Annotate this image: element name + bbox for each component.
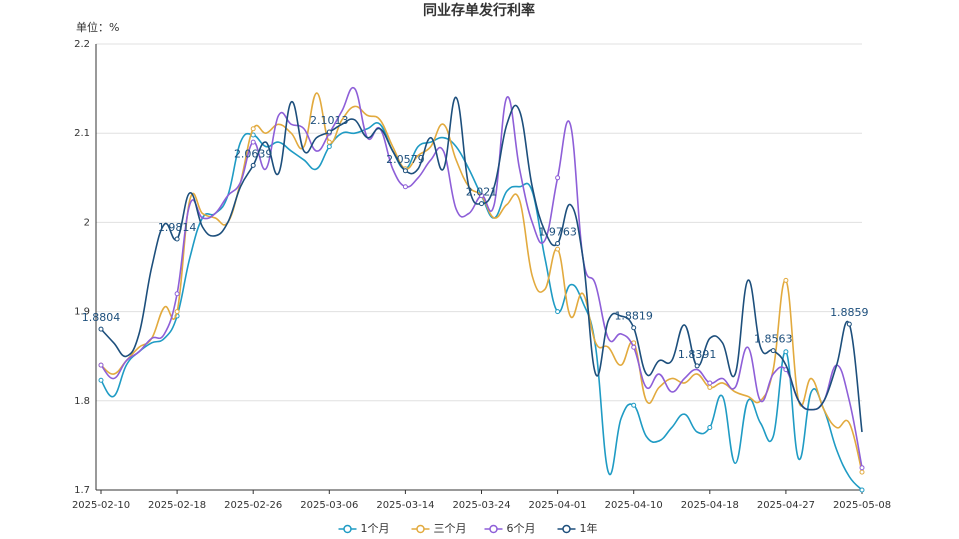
y-tick-label: 1.7 — [74, 485, 90, 496]
point — [631, 402, 637, 408]
point — [326, 139, 332, 145]
x-tick-label: 2025-02-26 — [224, 500, 282, 511]
point — [479, 201, 484, 207]
point — [174, 236, 180, 242]
point — [631, 344, 637, 350]
point — [250, 139, 256, 145]
x-tick-label: 2025-03-06 — [300, 500, 358, 511]
point — [859, 487, 865, 493]
point — [770, 348, 776, 354]
x-tick-label: 2025-03-24 — [452, 500, 510, 511]
x-tick-label: 2025-05-08 — [833, 500, 891, 511]
chart-title: 同业存单发行利率 — [423, 2, 535, 19]
point — [326, 144, 332, 150]
data-label: 1.8859 — [830, 306, 869, 319]
legend-marker — [489, 524, 498, 534]
legend-marker — [562, 524, 571, 534]
point — [402, 184, 408, 190]
x-tick-label: 2025-02-10 — [72, 500, 130, 511]
data-label: 2.1013 — [310, 114, 349, 127]
data-label: 2.0579 — [386, 153, 425, 166]
point — [631, 325, 637, 331]
legend-item: 1个月 — [338, 522, 390, 535]
point — [402, 168, 408, 174]
point — [707, 384, 713, 390]
point — [555, 175, 561, 181]
point — [479, 193, 484, 199]
data-label: 1.8563 — [754, 333, 793, 346]
point — [859, 465, 865, 471]
data-label: 1.8391 — [678, 348, 717, 361]
legend-item: 6个月 — [484, 522, 536, 535]
legend-label: 1年 — [580, 521, 598, 535]
x-tick-label: 2025-04-10 — [605, 500, 663, 511]
line — [100, 92, 863, 473]
point — [555, 246, 561, 252]
x-tick-label: 2025-02-18 — [148, 500, 206, 511]
legend-marker — [343, 524, 352, 534]
point — [98, 377, 104, 383]
legend-label: 6个月 — [507, 522, 536, 535]
data-label: 1.8819 — [614, 310, 653, 323]
x-tick-label: 2025-04-27 — [757, 500, 815, 511]
point — [250, 162, 256, 168]
line — [100, 96, 863, 433]
point — [555, 241, 561, 247]
data-label: 2.021 — [466, 186, 498, 199]
legend-label: 1个月 — [361, 522, 390, 535]
point — [859, 469, 865, 475]
legend-label: 三个月 — [434, 522, 467, 535]
point — [783, 349, 789, 355]
point — [694, 363, 700, 369]
point — [555, 309, 561, 315]
legend-marker — [416, 524, 425, 534]
point — [98, 326, 104, 332]
data-label: 1.9763 — [538, 226, 577, 239]
y-tick-label: 2.2 — [74, 39, 90, 50]
legend-item: 1年 — [557, 521, 598, 535]
y-tick-label: 1.9 — [74, 307, 90, 318]
x-tick-label: 2025-03-14 — [376, 500, 434, 511]
legend-item: 三个月 — [411, 522, 467, 535]
point — [174, 291, 180, 297]
point — [707, 380, 713, 386]
point — [98, 362, 104, 368]
x-tick-label: 2025-04-18 — [681, 500, 739, 511]
point — [250, 126, 256, 132]
line — [100, 122, 863, 491]
point — [707, 425, 713, 431]
point — [174, 309, 180, 315]
point — [326, 129, 332, 135]
y-tick-label: 1.8 — [74, 396, 90, 407]
unit-label: 单位：% — [76, 20, 119, 34]
line — [100, 86, 863, 468]
data-label: 2.0639 — [234, 147, 273, 160]
data-label: 1.9814 — [158, 221, 197, 234]
point — [783, 277, 789, 283]
y-tick-label: 2.1 — [74, 128, 90, 139]
y-tick-label: 2 — [84, 217, 90, 228]
data-label: 1.8804 — [82, 311, 121, 324]
x-tick-label: 2025-04-01 — [529, 500, 587, 511]
point — [846, 321, 852, 327]
